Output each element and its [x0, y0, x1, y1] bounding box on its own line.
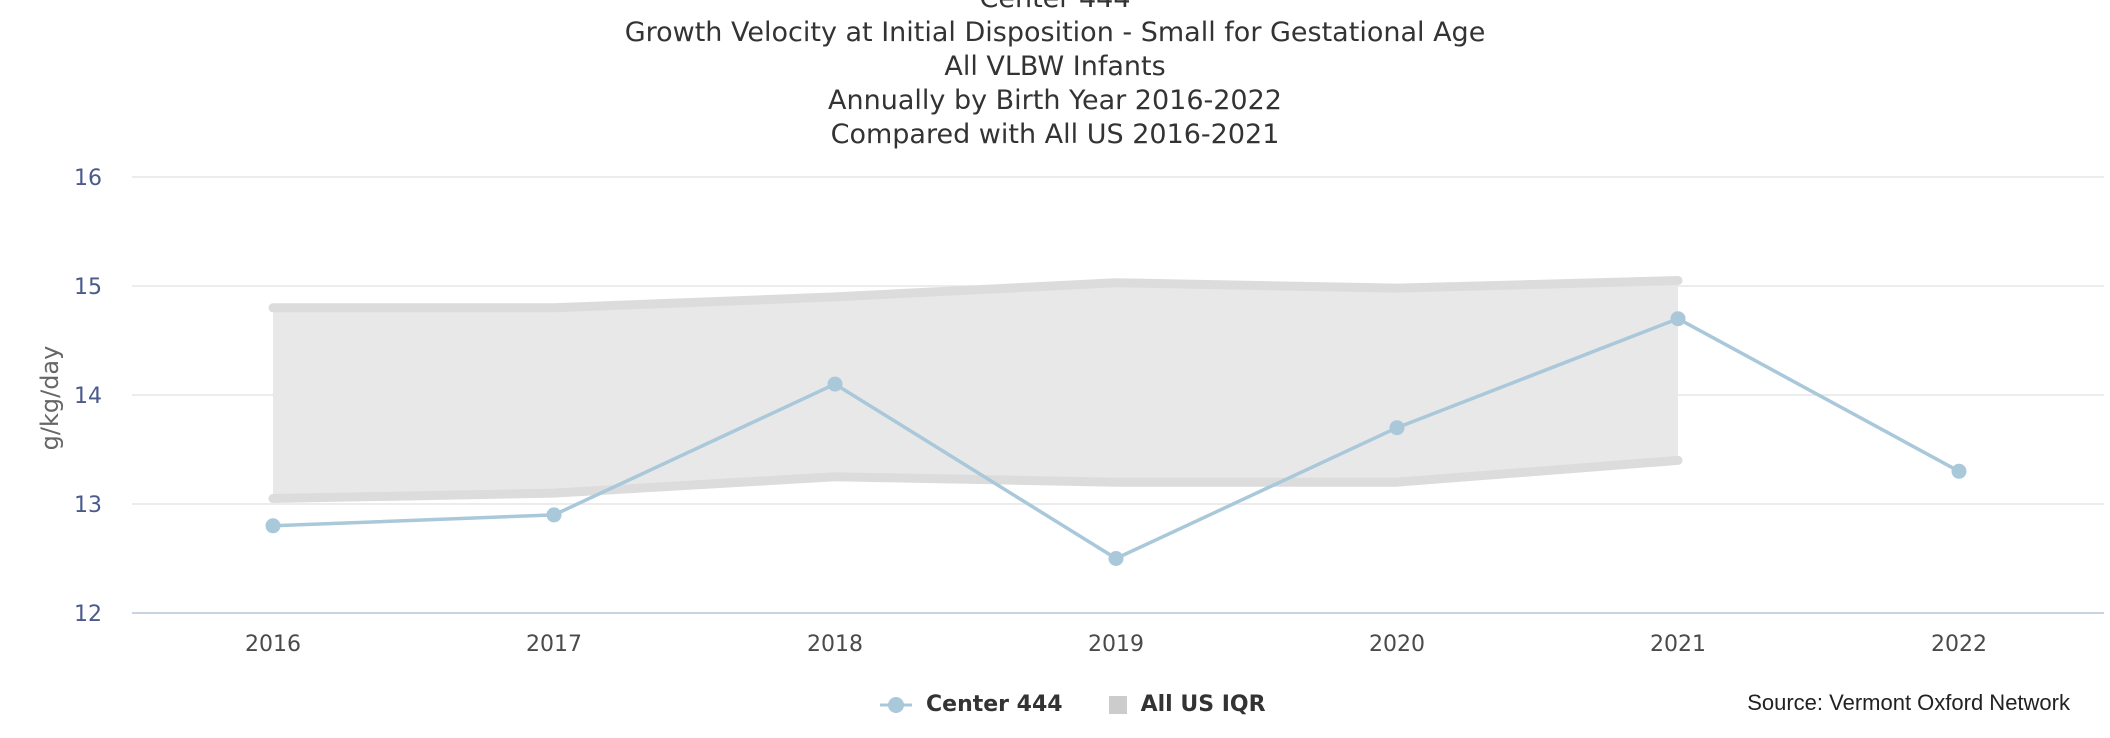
- y-tick-label: 16: [74, 166, 102, 191]
- iqr-band-area: [273, 280, 1678, 499]
- line-marker-icon: [880, 696, 912, 713]
- chart-title-period: Annually by Birth Year 2016-2022: [828, 85, 1282, 116]
- iqr-upper-edge: [268, 276, 1683, 313]
- data-point: [1108, 551, 1124, 566]
- square-swatch-icon: [1108, 695, 1127, 714]
- legend: Center 444 All US IQR: [880, 692, 1266, 717]
- y-tick-label: 12: [74, 602, 102, 627]
- data-point: [1670, 311, 1686, 327]
- data-point: [827, 376, 843, 392]
- iqr-lower-edge: [268, 455, 1683, 504]
- x-tick-label: 2018: [807, 632, 863, 657]
- source-credit: Source: Vermont Oxford Network: [1747, 690, 2070, 715]
- x-tick-label: 2021: [1650, 632, 1706, 657]
- data-point: [1951, 463, 1967, 479]
- x-tick-label: 2019: [1088, 632, 1144, 657]
- chart-title-block: Center 444 Growth Velocity at Initial Di…: [0, 0, 2110, 152]
- legend-label-center: Center 444: [926, 692, 1063, 717]
- legend-label-iqr: All US IQR: [1140, 692, 1266, 717]
- chart-title-center: Center 444: [0, 0, 2110, 16]
- x-tick-label: 2020: [1369, 632, 1425, 657]
- chart-title-population: All VLBW Infants: [944, 51, 1166, 82]
- x-tick-label: 2022: [1931, 632, 1987, 657]
- y-tick-label: 13: [74, 493, 102, 518]
- y-tick-label: 14: [74, 384, 102, 409]
- chart-title-metric: Growth Velocity at Initial Disposition -…: [624, 17, 1486, 48]
- x-tick-label: 2017: [526, 632, 582, 657]
- data-point: [265, 518, 281, 534]
- plot-area: 12 13 14 15 16 2016 2017 2018 2019 2020 2021 2022 g…: [36, 166, 2104, 657]
- data-point: [546, 507, 562, 523]
- chart-title-comparison: Compared with All US 2016-2021: [830, 119, 1280, 150]
- legend-item-iqr[interactable]: All US IQR: [1108, 692, 1266, 717]
- y-axis-label: g/kg/day: [36, 346, 64, 451]
- x-tick-label: 2016: [245, 632, 301, 657]
- data-point: [1389, 420, 1405, 436]
- y-tick-label: 15: [74, 275, 102, 300]
- legend-item-center[interactable]: Center 444: [880, 692, 1063, 717]
